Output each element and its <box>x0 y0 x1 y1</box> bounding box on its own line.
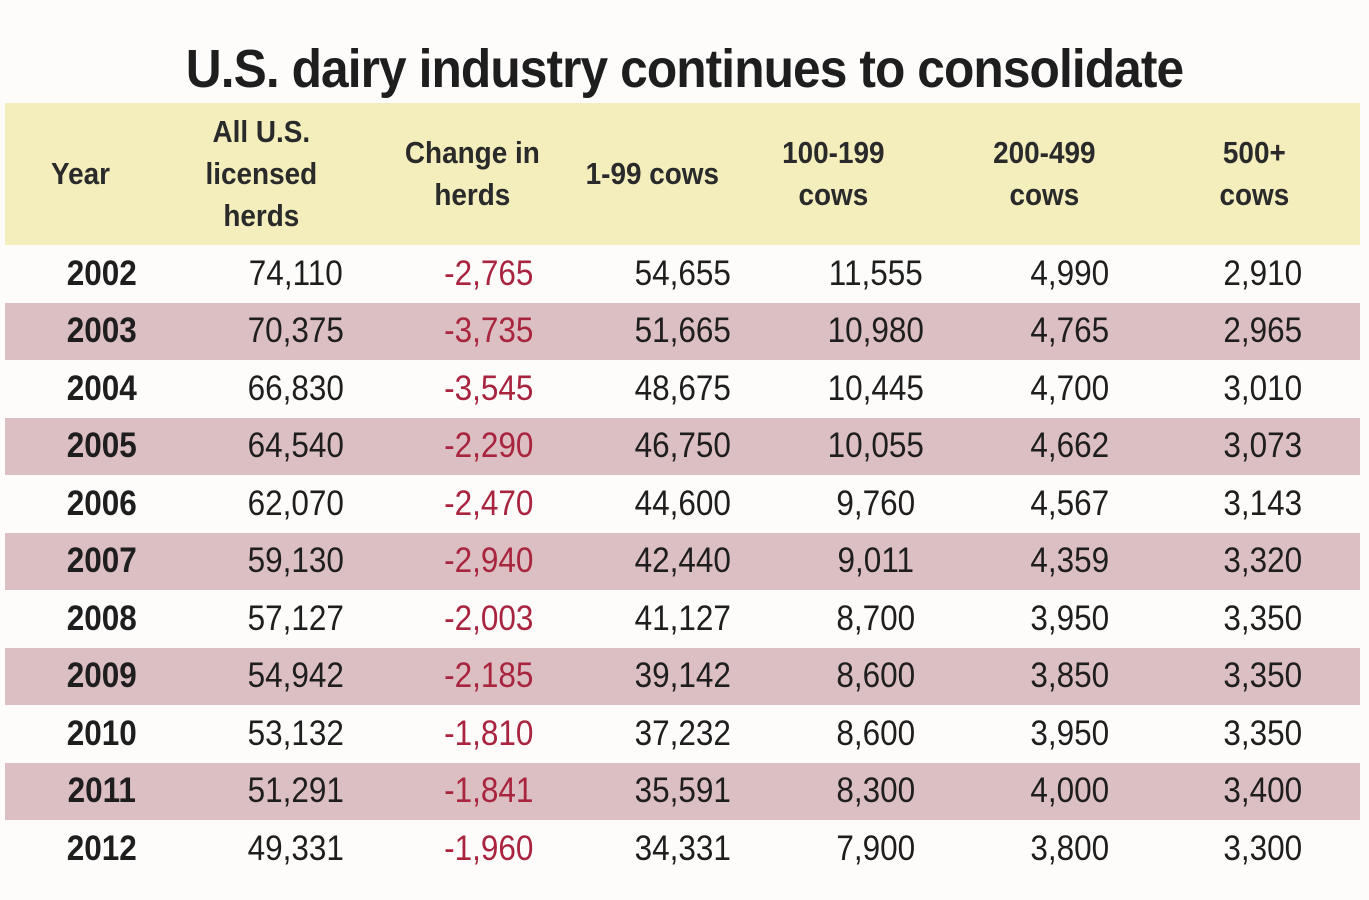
table-row: 2003 70,375 -3,735 51,665 10,980 4,765 2,965 <box>5 302 1360 360</box>
table-row: 2007 59,130 -2,940 42,440 9,011 4,359 3,320 <box>5 532 1360 590</box>
value-cell: 4,359 <box>1030 541 1110 581</box>
value-cell: 10,980 <box>827 311 925 351</box>
value-cell: -3,735 <box>444 311 534 351</box>
value-cell: 3,400 <box>1223 771 1303 811</box>
year-cell: 2004 <box>66 368 137 408</box>
value-cell: 3,950 <box>1030 598 1110 638</box>
column-header: 200-499 cows <box>992 135 1096 212</box>
value-cell: 8,300 <box>836 771 916 811</box>
year-cell: 2012 <box>66 828 137 868</box>
value-cell: -2,003 <box>444 598 534 638</box>
value-cell: 9,760 <box>836 483 916 523</box>
column-header: 500+ cows <box>1219 135 1290 212</box>
table-row: 2009 54,942 -2,185 39,142 8,600 3,850 3,350 <box>5 647 1360 705</box>
value-cell: 3,143 <box>1223 483 1303 523</box>
value-cell: 3,320 <box>1223 541 1303 581</box>
value-cell: 51,665 <box>634 311 731 351</box>
value-cell: -2,185 <box>444 656 534 696</box>
value-cell: 3,010 <box>1223 368 1303 408</box>
value-cell: -3,545 <box>444 368 534 408</box>
value-cell: -2,765 <box>444 253 534 293</box>
value-cell: 7,900 <box>836 828 916 868</box>
value-cell: 54,942 <box>247 656 344 696</box>
table-row: 2008 57,127 -2,003 41,127 8,700 3,950 3,350 <box>5 590 1360 648</box>
value-cell: 41,127 <box>634 598 731 638</box>
value-cell: 54,655 <box>634 253 731 293</box>
value-cell: -1,810 <box>444 713 534 753</box>
value-cell: 39,142 <box>634 656 731 696</box>
value-cell: 3,073 <box>1223 426 1303 466</box>
dairy-table: Year All U.S. licensed herds Change in her… <box>5 103 1360 878</box>
value-cell: 64,540 <box>247 426 344 466</box>
year-cell: 2003 <box>66 311 137 351</box>
table-row: 2006 62,070 -2,470 44,600 9,760 4,567 3,143 <box>5 475 1360 533</box>
value-cell: 4,000 <box>1030 771 1110 811</box>
value-cell: 10,445 <box>827 368 925 408</box>
year-cell: 2009 <box>66 656 137 696</box>
value-cell: 44,600 <box>634 483 731 523</box>
value-cell: 4,700 <box>1030 368 1110 408</box>
column-header: 100-199 cows <box>782 135 885 212</box>
value-cell: 3,350 <box>1223 656 1303 696</box>
value-cell: 51,291 <box>247 771 344 811</box>
value-cell: 3,950 <box>1030 713 1110 753</box>
table-title: U.S. dairy industry continues to consoli… <box>185 39 1184 99</box>
value-cell: 66,830 <box>247 368 344 408</box>
value-cell: 8,600 <box>836 713 916 753</box>
year-cell: 2006 <box>66 483 137 523</box>
value-cell: 3,300 <box>1223 828 1303 868</box>
year-cell: 2010 <box>66 713 137 753</box>
value-cell: 42,440 <box>634 541 731 581</box>
value-cell: 57,127 <box>247 598 344 638</box>
value-cell: 9,011 <box>837 541 915 581</box>
year-cell: 2007 <box>66 541 137 581</box>
value-cell: 34,331 <box>634 828 731 868</box>
value-cell: 35,591 <box>634 771 731 811</box>
value-cell: 46,750 <box>634 426 731 466</box>
value-cell: -2,470 <box>444 483 534 523</box>
year-cell: 2011 <box>67 771 136 811</box>
value-cell: -1,960 <box>444 828 534 868</box>
column-header: Change in herds <box>404 135 540 212</box>
table-row: 2002 74,110 -2,765 54,655 11,555 4,990 2,910 <box>5 245 1360 303</box>
value-cell: 74,110 <box>248 253 343 293</box>
value-cell: 11,555 <box>829 253 924 293</box>
value-cell: 4,765 <box>1030 311 1110 351</box>
value-cell: 4,662 <box>1030 426 1110 466</box>
value-cell: 3,800 <box>1030 828 1110 868</box>
year-cell: 2005 <box>66 426 137 466</box>
value-cell: 2,965 <box>1223 311 1303 351</box>
table-row: 2012 49,331 -1,960 34,331 7,900 3,800 3,300 <box>5 820 1360 878</box>
value-cell: -1,841 <box>444 771 534 811</box>
year-cell: 2008 <box>66 598 137 638</box>
value-cell: 49,331 <box>247 828 344 868</box>
column-header: All U.S. licensed herds <box>205 114 318 233</box>
table-row: 2010 53,132 -1,810 37,232 8,600 3,950 3,350 <box>5 705 1360 763</box>
value-cell: -2,940 <box>444 541 534 581</box>
value-cell: 37,232 <box>634 713 731 753</box>
value-cell: 53,132 <box>247 713 344 753</box>
value-cell: 4,567 <box>1030 483 1110 523</box>
column-header: Year <box>51 156 110 191</box>
value-cell: 8,700 <box>836 598 916 638</box>
value-cell: 2,910 <box>1223 253 1303 293</box>
value-cell: 4,990 <box>1030 253 1110 293</box>
table-body: 2002 74,110 -2,765 54,655 11,555 4,990 2,910 20… <box>5 245 1360 878</box>
table-row: 2005 64,540 -2,290 46,750 10,055 4,662 3,073 <box>5 417 1360 475</box>
column-header: 1-99 cows <box>585 156 720 191</box>
value-cell: 59,130 <box>247 541 344 581</box>
value-cell: 3,850 <box>1030 656 1110 696</box>
value-cell: 70,375 <box>247 311 344 351</box>
header-row: Year All U.S. licensed herds Change in her… <box>5 103 1360 245</box>
table-row: 2011 51,291 -1,841 35,591 8,300 4,000 3,400 <box>5 762 1360 820</box>
value-cell: 10,055 <box>827 426 925 466</box>
value-cell: 48,675 <box>634 368 731 408</box>
value-cell: -2,290 <box>444 426 534 466</box>
year-cell: 2002 <box>66 253 137 293</box>
value-cell: 62,070 <box>247 483 344 523</box>
table-row: 2004 66,830 -3,545 48,675 10,445 4,700 3,010 <box>5 360 1360 418</box>
value-cell: 3,350 <box>1223 713 1303 753</box>
value-cell: 8,600 <box>836 656 916 696</box>
value-cell: 3,350 <box>1223 598 1303 638</box>
